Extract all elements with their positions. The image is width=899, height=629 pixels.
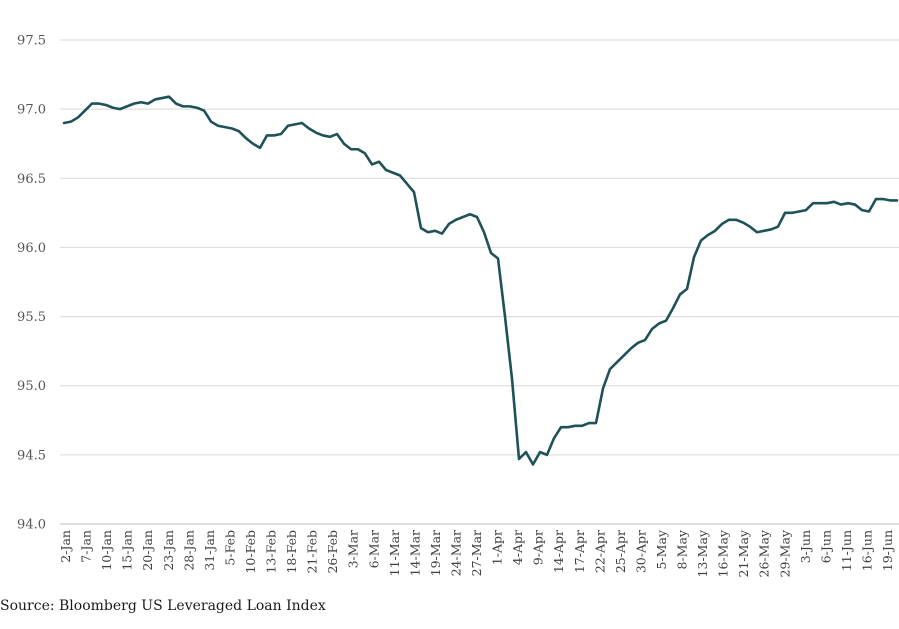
x-tick-label: 20-Jan	[140, 530, 155, 571]
y-tick-label: 96.5	[17, 172, 46, 187]
x-tick-label: 10-Jan	[99, 530, 114, 571]
y-tick-label: 95.5	[17, 310, 46, 325]
y-tick-label: 97.5	[17, 34, 46, 49]
x-tick-label: 17-Apr	[572, 530, 587, 573]
x-tick-label: 24-Mar	[448, 530, 463, 576]
x-tick-label: 8-May	[675, 529, 690, 569]
x-tick-label: 6-Jun	[818, 530, 833, 563]
x-tick-label: 1-Apr	[490, 530, 505, 565]
x-tick-label: 23-Jan	[161, 530, 176, 571]
x-tick-label: 9-Apr	[531, 530, 546, 565]
x-tick-label: 26-Feb	[325, 530, 340, 574]
x-tick-label: 29-May	[777, 529, 792, 577]
y-tick-label: 97.0	[17, 103, 46, 118]
x-tick-label: 14-Mar	[407, 530, 422, 576]
y-tick-label: 94.0	[17, 518, 46, 533]
series-line	[62, 95, 899, 466]
x-tick-label: 18-Feb	[284, 530, 299, 574]
x-tick-label: 19-Jun	[880, 530, 895, 571]
x-tick-label: 19-Mar	[428, 530, 443, 576]
x-tick-label: 10-Feb	[243, 530, 258, 574]
y-tick-label: 96.0	[17, 241, 46, 256]
x-tick-label: 2-Jan	[58, 530, 73, 563]
x-tick-label: 14-Apr	[551, 530, 566, 573]
x-tick-label: 4-Apr	[510, 530, 525, 565]
source-note: Source: Bloomberg US Leveraged Loan Inde…	[0, 598, 326, 614]
y-tick-label: 95.0	[17, 379, 46, 394]
x-tick-label: 21-May	[736, 529, 751, 577]
x-tick-label: 21-Feb	[305, 530, 320, 574]
x-tick-label: 3-Jun	[798, 530, 813, 563]
x-tick-label: 16-May	[716, 529, 731, 577]
x-tick-label: 3-Mar	[346, 530, 361, 568]
y-tick-label: 94.5	[17, 448, 46, 463]
y-axis-tick-labels: 94.0 94.5 95.0 95.5 96.0 96.5 97.0 97.5	[17, 34, 46, 533]
x-tick-label: 30-Apr	[633, 530, 648, 573]
gridlines	[60, 39, 899, 456]
x-tick-label: 28-Jan	[181, 530, 196, 571]
x-tick-label: 16-Jun	[860, 530, 875, 571]
x-tick-label: 13-Feb	[264, 530, 279, 574]
x-tick-label: 22-Apr	[592, 530, 607, 573]
x-tick-label: 6-Mar	[366, 530, 381, 568]
x-tick-label: 5-May	[654, 529, 669, 569]
x-tick-label: 5-Feb	[222, 530, 237, 566]
x-tick-label: 27-Mar	[469, 530, 484, 576]
x-tick-label: 7-Jan	[79, 530, 94, 563]
x-tick-label: 13-May	[695, 529, 710, 577]
x-tick-label: 15-Jan	[120, 530, 135, 571]
x-axis-tick-labels: 2-Jan 7-Jan 10-Jan 15-Jan 20-Jan 23-Jan 28-Jan…	[58, 529, 895, 577]
x-tick-label: 25-Apr	[613, 530, 628, 573]
x-tick-label: 31-Jan	[202, 530, 217, 571]
x-tick-label: 11-Mar	[387, 530, 402, 576]
x-tick-label: 11-Jun	[839, 530, 854, 571]
x-tick-label: 26-May	[757, 529, 772, 577]
